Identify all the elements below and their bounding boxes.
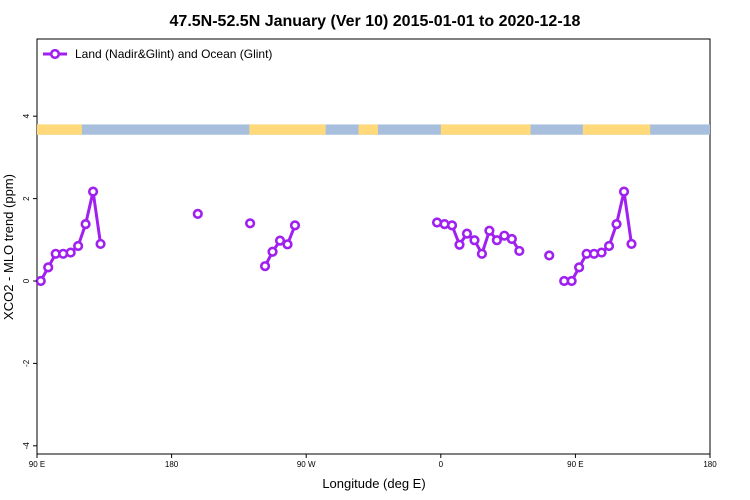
- land-band-segment: [249, 124, 326, 135]
- data-point: [192, 208, 203, 219]
- land-band-segment: [358, 124, 378, 135]
- land-band-segment: [37, 124, 82, 135]
- plot-frame: [36, 38, 711, 455]
- data-point: [73, 240, 84, 252]
- legend-point-marker: [49, 48, 61, 60]
- data-point: [469, 235, 480, 246]
- data-point: [506, 233, 517, 245]
- x-tick-label: 180: [165, 460, 179, 469]
- land-ocean-band: [37, 124, 710, 135]
- series-layer: [35, 186, 637, 287]
- y-axis-label: XCO2 - MLO trend (ppm): [1, 174, 16, 320]
- data-point: [626, 238, 637, 250]
- data-point: [596, 247, 607, 258]
- data-point: [289, 220, 301, 231]
- x-tick-label: 90 E: [29, 460, 45, 469]
- data-point: [514, 245, 525, 257]
- data-point: [267, 246, 278, 257]
- data-point: [618, 186, 630, 197]
- y-tick-label: 2: [22, 196, 31, 201]
- legend-entry-label: Land (Nadir&Glint) and Ocean (Glint): [75, 47, 272, 61]
- land-band-segment: [582, 124, 651, 135]
- data-point: [95, 238, 106, 250]
- chart-title: 47.5N-52.5N January (Ver 10) 2015-01-01 …: [170, 13, 581, 30]
- data-point: [566, 275, 577, 287]
- data-point: [544, 250, 555, 261]
- data-point: [484, 225, 495, 236]
- legend: Land (Nadir&Glint) and Ocean (Glint): [43, 47, 272, 61]
- x-axis-label: Longitude (deg E): [322, 476, 425, 491]
- data-point: [491, 235, 502, 246]
- data-point: [65, 247, 76, 258]
- data-point: [245, 218, 256, 229]
- data-point: [461, 228, 473, 239]
- data-point: [274, 235, 286, 246]
- y-tick-label: 4: [22, 113, 31, 118]
- data-point: [611, 219, 622, 230]
- y-tick-label: 0: [22, 278, 31, 283]
- data-point: [446, 220, 458, 231]
- land-band-segment: [440, 124, 531, 135]
- data-point: [87, 186, 99, 197]
- data-point: [603, 240, 615, 252]
- data-point: [259, 261, 271, 272]
- data-point: [43, 262, 54, 273]
- data-point: [574, 262, 585, 273]
- data-point: [80, 219, 91, 230]
- x-tick-label: 180: [703, 460, 717, 469]
- data-point: [476, 248, 488, 259]
- x-axis: 90 E 180 90 W 0 90 E 180: [29, 454, 717, 469]
- data-point: [454, 239, 465, 250]
- x-tick-label: 0: [439, 460, 444, 469]
- x-tick-label: 90 E: [567, 460, 583, 469]
- data-point: [282, 239, 293, 250]
- data-point: [35, 275, 46, 287]
- y-axis: -4 -2 0 2 4: [22, 113, 37, 449]
- x-tick-label: 90 W: [297, 460, 316, 469]
- y-tick-label: -4: [22, 442, 31, 450]
- y-tick-label: -2: [22, 359, 31, 367]
